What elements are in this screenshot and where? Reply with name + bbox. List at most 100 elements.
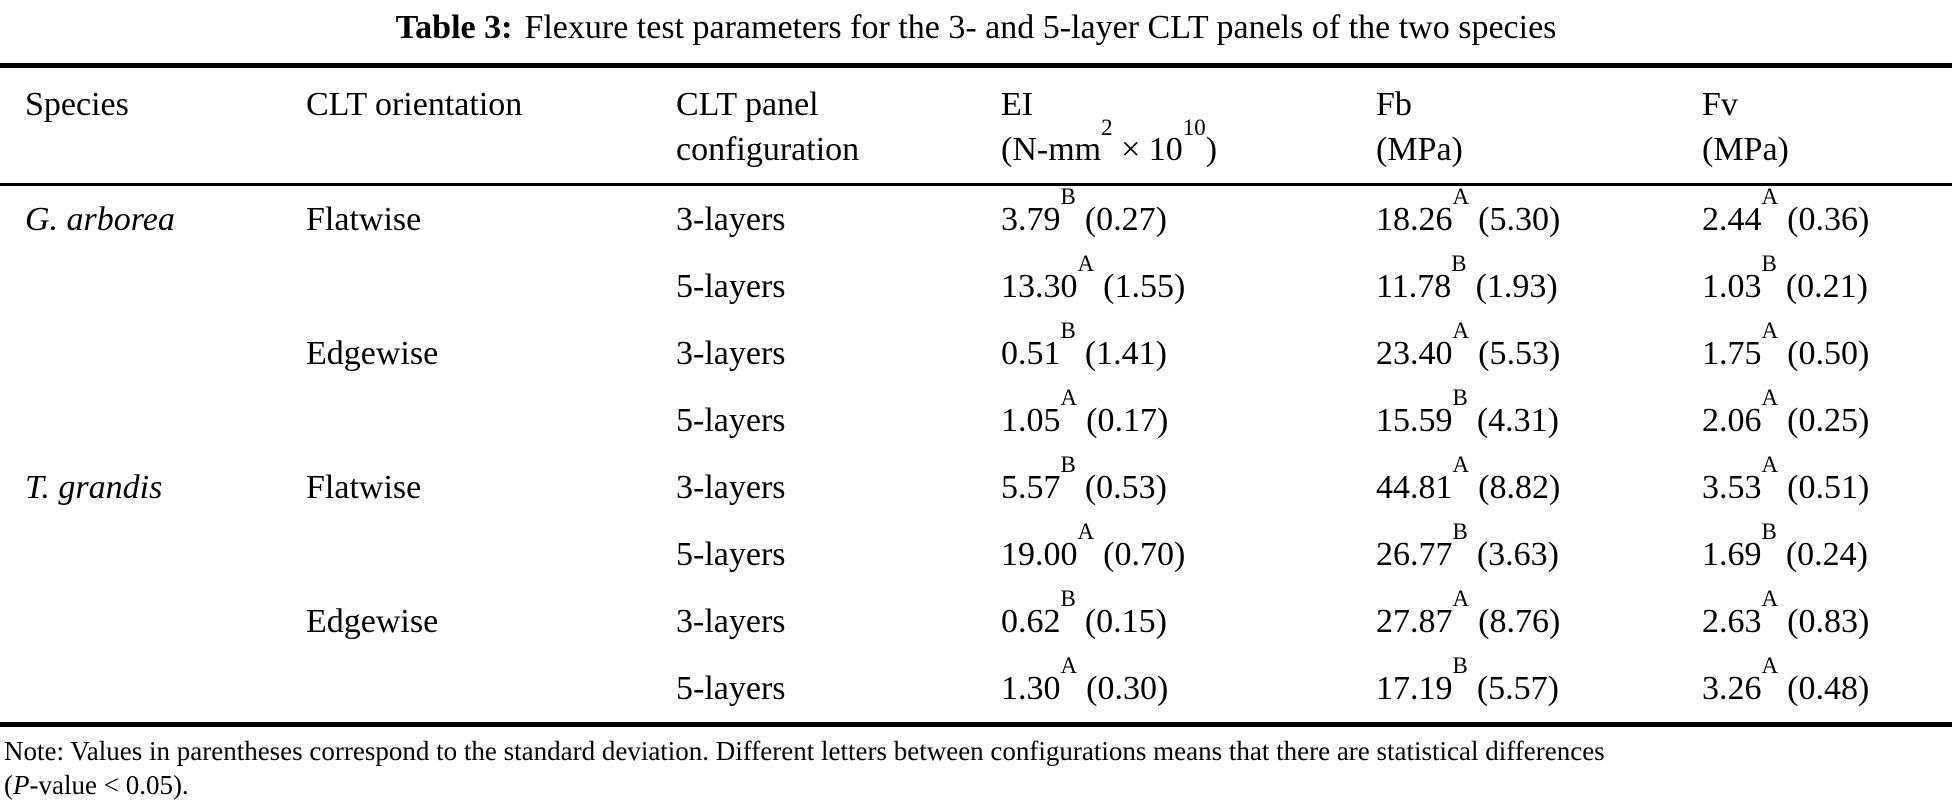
- fv-value-cell: 3.53A (0.51): [1702, 452, 1952, 521]
- fb-significance-letter: A: [1452, 318, 1470, 344]
- note-p-symbol: P: [13, 770, 30, 800]
- ei-value-cell: 13.30A (1.55): [1001, 252, 1376, 320]
- configuration-cell: 3-layers: [676, 468, 786, 506]
- ei-value: 5.57: [1001, 468, 1061, 506]
- fb-value: 26.77: [1376, 535, 1453, 573]
- table-row: G. arborea Flatwise 3-layers 3.79B (0.27)…: [0, 185, 1952, 254]
- col-header-fv-symbol: Fv: [1702, 86, 1738, 123]
- species-cell: T. grandis: [0, 454, 306, 521]
- fb-stddev: (5.30): [1478, 200, 1561, 238]
- flexure-parameters-table: Species CLT orientation CLT panel configu…: [0, 63, 1952, 727]
- fb-value-cell: 15.59B (4.31): [1376, 385, 1702, 454]
- fb-value: 27.87: [1376, 602, 1453, 640]
- fb-value-cell: 17.19B (5.57): [1376, 653, 1702, 725]
- ei-stddev: (0.53): [1084, 468, 1167, 506]
- fb-significance-letter: A: [1452, 586, 1470, 612]
- fb-significance-letter: A: [1452, 452, 1470, 478]
- col-header-species: Species: [0, 65, 306, 186]
- fb-value-cell: 11.78B (1.93): [1376, 252, 1702, 320]
- ei-significance-letter: B: [1060, 586, 1076, 612]
- fb-stddev: (5.57): [1476, 669, 1559, 707]
- configuration-cell: 3-layers: [676, 200, 786, 238]
- fb-significance-letter: B: [1452, 653, 1468, 679]
- col-header-ei-unit-mid: × 10: [1112, 131, 1183, 168]
- ei-value-cell: 3.79B (0.27): [1001, 185, 1376, 254]
- ei-value: 13.30: [1001, 267, 1078, 305]
- fv-value-cell: 2.63A (0.83): [1702, 586, 1952, 655]
- fb-value: 44.81: [1376, 468, 1453, 506]
- fv-stddev: (0.24): [1785, 535, 1868, 573]
- table-caption-text: Flexure test parameters for the 3- and 5…: [524, 9, 1557, 46]
- fv-value: 1.75: [1702, 334, 1762, 372]
- ei-value: 0.62: [1001, 602, 1061, 640]
- orientation-cell: Flatwise: [306, 468, 422, 506]
- col-header-orientation: CLT orientation: [306, 65, 676, 186]
- species-cell: [0, 320, 306, 387]
- fv-stddev: (0.25): [1787, 401, 1870, 439]
- fb-value-cell: 23.40A (5.53): [1376, 318, 1702, 387]
- col-header-species-label: Species: [25, 86, 129, 123]
- fv-value: 3.26: [1702, 669, 1762, 707]
- col-header-ei-unit-pre: (N-mm: [1001, 131, 1102, 168]
- ei-stddev: (0.30): [1086, 669, 1169, 707]
- orientation-cell: [306, 253, 676, 320]
- fb-stddev: (3.63): [1476, 535, 1559, 573]
- fb-stddev: (1.93): [1475, 267, 1558, 305]
- fv-significance-letter: A: [1761, 452, 1779, 478]
- col-header-orientation-label: CLT orientation: [306, 86, 523, 123]
- fb-stddev: (8.76): [1478, 602, 1561, 640]
- ei-value-cell: 0.51B (1.41): [1001, 318, 1376, 387]
- table-caption-label: Table 3:: [395, 9, 513, 46]
- ei-value: 1.05: [1001, 401, 1061, 439]
- fv-value-cell: 2.44A (0.36): [1702, 185, 1952, 254]
- col-header-fb-unit: (MPa): [1376, 131, 1463, 168]
- fb-value: 18.26: [1376, 200, 1453, 238]
- table-row: 5-layers 13.30A(1.55) 11.78B(1.93) 1.03B…: [0, 251, 1952, 320]
- fb-value: 17.19: [1376, 669, 1453, 707]
- table-caption: Table 3: Flexure test parameters for the …: [0, 0, 1952, 63]
- col-header-fv-unit: (MPa): [1702, 131, 1789, 168]
- table-row: 5-layers 19.00A(0.70) 26.77B(3.63) 1.69B…: [0, 519, 1952, 588]
- species-name: G. arborea: [25, 200, 175, 238]
- table-row: 5-layers 1.30A(0.30) 17.19B(5.57) 3.26A(…: [0, 653, 1952, 725]
- col-header-fb: Fb (MPa): [1376, 65, 1702, 186]
- fv-significance-letter: B: [1761, 519, 1777, 545]
- fv-value: 2.06: [1702, 401, 1762, 439]
- fb-value-cell: 27.87A (8.76): [1376, 586, 1702, 655]
- configuration-cell: 3-layers: [676, 602, 786, 640]
- fv-significance-letter: A: [1761, 318, 1779, 344]
- table-row: Edgewise 3-layers 0.62B(0.15) 27.87A(8.7…: [0, 586, 1952, 655]
- ei-value-cell: 1.30A (0.30): [1001, 653, 1376, 725]
- ei-stddev: (0.27): [1084, 200, 1167, 238]
- col-header-ei-unit-sup1: 2: [1101, 114, 1113, 140]
- table-row: T. grandis Flatwise 3-layers 5.57B (0.53)…: [0, 452, 1952, 521]
- ei-stddev: (1.41): [1084, 334, 1167, 372]
- ei-stddev: (1.55): [1103, 267, 1186, 305]
- table-row: Edgewise 3-layers 0.51B(1.41) 23.40A(5.5…: [0, 318, 1952, 387]
- fv-stddev: (0.83): [1787, 602, 1870, 640]
- table-note: Note: Values in parentheses correspond t…: [0, 727, 1952, 802]
- col-header-fv: Fv (MPa): [1702, 65, 1952, 186]
- ei-significance-letter: B: [1060, 184, 1076, 210]
- fb-value: 15.59: [1376, 401, 1453, 439]
- fv-significance-letter: B: [1761, 251, 1777, 277]
- fb-value-cell: 44.81A (8.82): [1376, 452, 1702, 521]
- fb-stddev: (8.82): [1478, 468, 1561, 506]
- ei-significance-letter: B: [1060, 318, 1076, 344]
- fb-value-cell: 18.26A (5.30): [1376, 185, 1702, 254]
- configuration-cell: 5-layers: [676, 535, 786, 573]
- fb-stddev: (5.53): [1478, 334, 1561, 372]
- orientation-cell: [306, 521, 676, 588]
- species-cell: [0, 588, 306, 655]
- col-header-fb-symbol: Fb: [1376, 86, 1412, 123]
- fv-significance-letter: A: [1761, 184, 1779, 210]
- fb-significance-letter: B: [1452, 385, 1468, 411]
- col-header-configuration-line2: configuration: [676, 131, 860, 168]
- fv-stddev: (0.50): [1787, 334, 1870, 372]
- fv-value-cell: 1.75A (0.50): [1702, 318, 1952, 387]
- ei-significance-letter: A: [1060, 653, 1078, 679]
- fv-significance-letter: A: [1761, 586, 1779, 612]
- ei-stddev: (0.15): [1084, 602, 1167, 640]
- orientation-cell: Flatwise: [306, 200, 422, 238]
